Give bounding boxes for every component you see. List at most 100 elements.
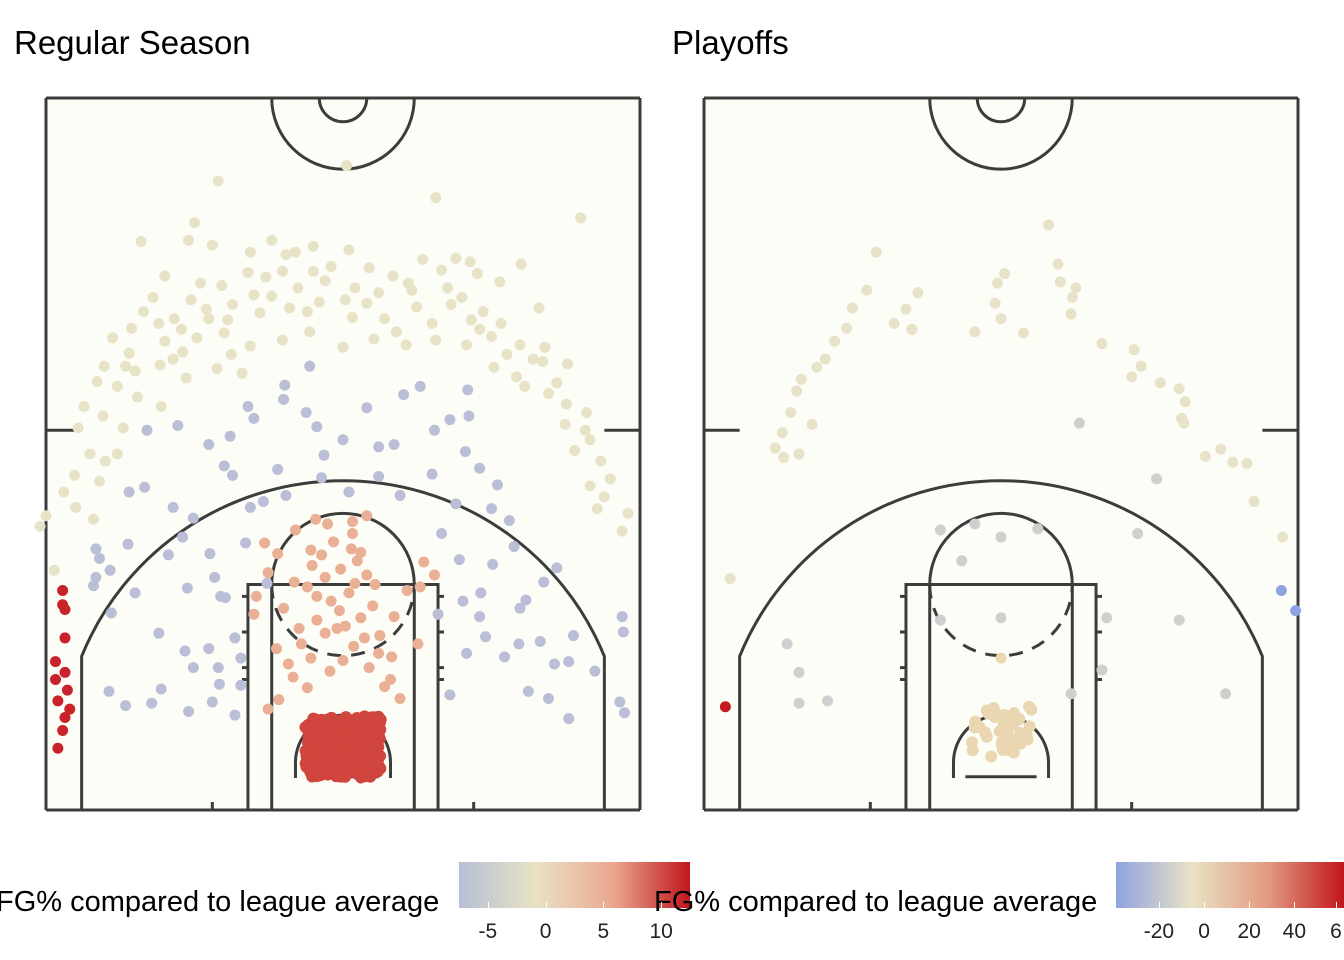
shot-point bbox=[351, 555, 363, 567]
shot-point bbox=[997, 719, 1010, 732]
shot-point bbox=[969, 715, 982, 728]
shot-point bbox=[97, 410, 109, 422]
shot-point bbox=[604, 473, 616, 485]
shot-point bbox=[311, 421, 323, 433]
shot-point bbox=[471, 268, 483, 280]
shot-point bbox=[991, 277, 1003, 289]
shot-point bbox=[262, 703, 274, 715]
legend-colorbar-regular-season bbox=[459, 862, 690, 908]
shot-point bbox=[289, 524, 301, 536]
shot-point bbox=[172, 420, 184, 432]
shot-point bbox=[227, 469, 239, 481]
shot-point bbox=[331, 622, 343, 634]
shot-point bbox=[273, 694, 285, 706]
shot-point bbox=[270, 643, 282, 655]
shot-point bbox=[450, 252, 462, 264]
shot-point bbox=[462, 384, 474, 396]
legend-tick-mark bbox=[1249, 902, 1251, 908]
shot-point bbox=[187, 512, 199, 524]
shot-point bbox=[581, 406, 593, 418]
shot-point bbox=[595, 455, 607, 467]
shot-point bbox=[463, 410, 475, 422]
shot-point bbox=[514, 602, 526, 614]
shot-points bbox=[34, 160, 634, 784]
shot-point bbox=[126, 322, 138, 334]
shot-point bbox=[282, 658, 294, 670]
shot-point bbox=[486, 503, 497, 515]
shot-point bbox=[301, 682, 313, 694]
shot-point bbox=[131, 391, 143, 403]
shot-point bbox=[300, 406, 312, 418]
shot-point bbox=[966, 744, 979, 757]
shot-point bbox=[514, 339, 526, 351]
shot-point bbox=[295, 638, 307, 650]
shot-point bbox=[522, 685, 534, 697]
shot-point bbox=[477, 306, 489, 318]
legend-tick: 20 bbox=[1237, 920, 1261, 943]
shot-point bbox=[90, 543, 102, 555]
shot-point bbox=[436, 528, 448, 540]
shot-point bbox=[343, 244, 355, 256]
shot-point bbox=[793, 697, 805, 709]
shot-point bbox=[464, 256, 476, 268]
shot-point bbox=[584, 434, 596, 446]
shot-point bbox=[333, 605, 345, 617]
shot-point bbox=[343, 486, 355, 498]
shot-point bbox=[212, 662, 224, 674]
legend-title-regular-season: FG% compared to league average bbox=[0, 886, 440, 918]
shot-point bbox=[372, 726, 385, 739]
shot-point bbox=[539, 341, 551, 353]
shot-point bbox=[598, 491, 610, 503]
shot-point bbox=[795, 373, 807, 385]
shot-point bbox=[59, 711, 71, 723]
shot-point bbox=[229, 632, 241, 644]
shot-point bbox=[379, 313, 391, 325]
shot-point bbox=[242, 266, 254, 278]
shot-point bbox=[288, 576, 300, 588]
shot-point bbox=[444, 414, 456, 426]
shot-point bbox=[361, 510, 373, 522]
shot-point bbox=[400, 339, 412, 351]
shot-point bbox=[793, 666, 805, 678]
shot-point bbox=[248, 412, 260, 424]
shot-point bbox=[616, 525, 628, 537]
shot-point bbox=[373, 287, 385, 299]
shot-point bbox=[105, 607, 117, 619]
shot-point bbox=[361, 402, 373, 414]
shot-point bbox=[324, 665, 336, 677]
shot-point bbox=[508, 541, 520, 553]
shot-point bbox=[181, 582, 193, 594]
shot-point bbox=[445, 298, 457, 310]
shot-point bbox=[229, 709, 241, 721]
shot-group-restricted-area bbox=[299, 710, 387, 784]
shot-point bbox=[242, 401, 254, 413]
shot-point bbox=[123, 486, 135, 498]
shot-point bbox=[146, 697, 158, 709]
shot-point bbox=[363, 262, 375, 274]
shot-point bbox=[969, 518, 981, 530]
shot-point bbox=[319, 571, 331, 583]
shot-point bbox=[847, 302, 858, 314]
shot-point bbox=[999, 268, 1011, 280]
shot-point bbox=[361, 569, 373, 581]
shot-point bbox=[301, 306, 313, 318]
shot-point bbox=[494, 276, 506, 288]
shot-point bbox=[328, 720, 341, 733]
shot-point bbox=[244, 501, 256, 513]
shot-point bbox=[499, 651, 511, 663]
shot-point bbox=[147, 291, 159, 303]
shot-point bbox=[213, 678, 225, 690]
shot-point bbox=[183, 234, 195, 246]
shot-point bbox=[459, 446, 471, 458]
shot-point bbox=[206, 696, 218, 708]
shot-point bbox=[363, 662, 375, 674]
shot-point bbox=[272, 548, 284, 560]
shot-point bbox=[183, 706, 195, 718]
shot-point bbox=[426, 468, 438, 480]
shot-point bbox=[59, 603, 71, 615]
three-point-line bbox=[738, 479, 1264, 810]
shot-point bbox=[339, 620, 351, 632]
shot-point bbox=[1066, 291, 1078, 303]
shot-point bbox=[328, 746, 341, 759]
shot-points bbox=[719, 219, 1302, 763]
